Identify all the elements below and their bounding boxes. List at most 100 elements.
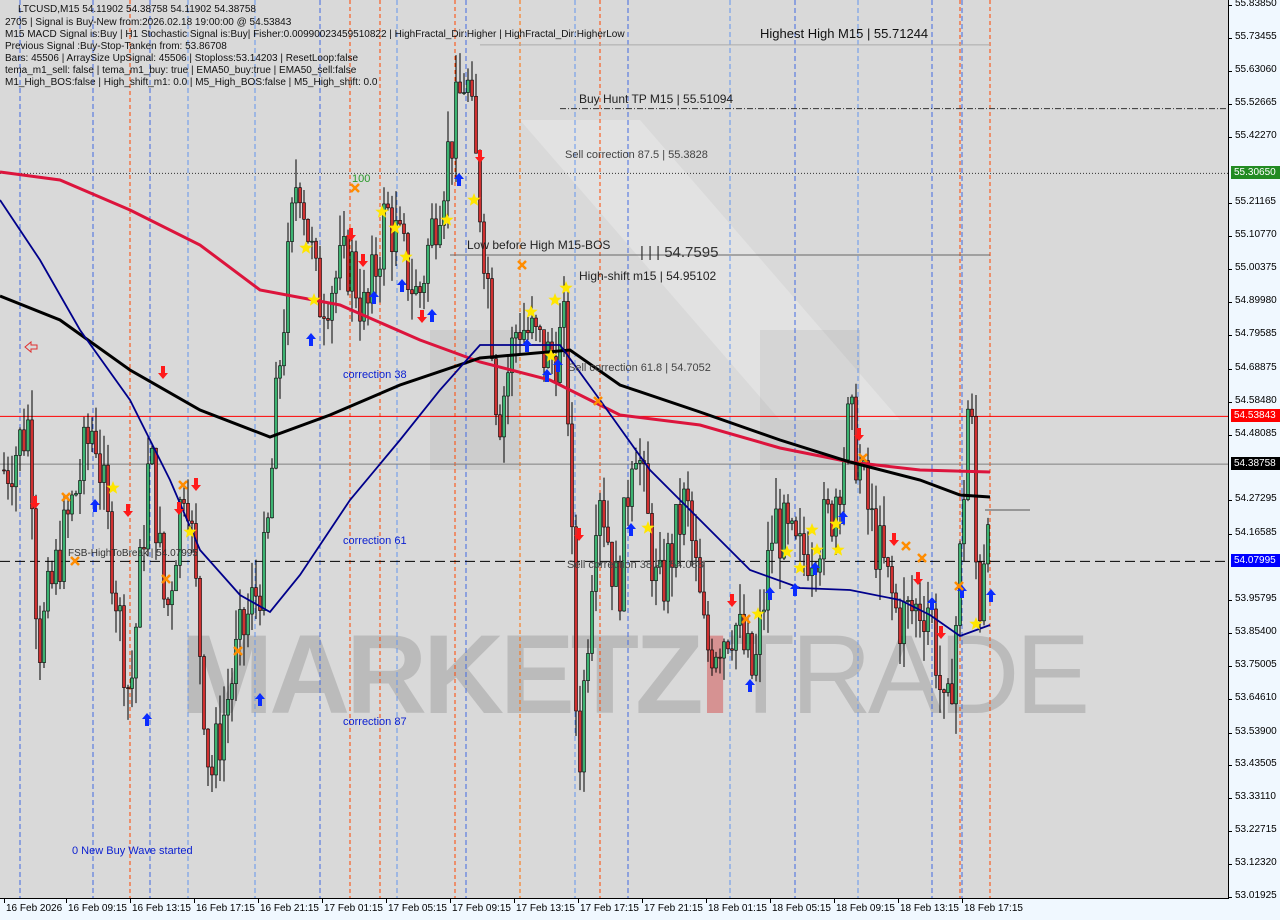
- buy-arrow-icon: [306, 333, 316, 346]
- level-label: | | | 54.7595: [640, 244, 719, 261]
- candle-body: [878, 525, 882, 570]
- price-tick: [1228, 534, 1232, 536]
- candle-body: [386, 203, 390, 209]
- candle-body: [838, 496, 842, 505]
- candle-body: [582, 680, 586, 773]
- candle-body: [298, 187, 302, 204]
- candle-body: [942, 689, 946, 693]
- candle-body: [710, 649, 714, 669]
- price-tick-label: 55.73455: [1235, 30, 1277, 42]
- candle-body: [842, 459, 846, 505]
- candle-body: [294, 187, 298, 204]
- signal-star-icon: [793, 561, 807, 574]
- candle-body: [206, 728, 210, 768]
- fractal-x-icon: [593, 396, 603, 406]
- signal-star-icon: [388, 221, 402, 234]
- price-tick-label: 55.83850: [1235, 0, 1277, 9]
- sell-arrow-icon: [191, 478, 201, 491]
- candle-body: [586, 653, 590, 682]
- candle-body: [398, 220, 402, 225]
- candle-body: [14, 455, 18, 488]
- watermark-logo: MARKETZITRADE: [180, 612, 1090, 737]
- candle-body: [858, 464, 862, 481]
- level-label: Sell correction 87.5 | 55.3828: [565, 149, 708, 161]
- candle-body: [746, 633, 750, 651]
- candle-body: [578, 710, 582, 773]
- info-line: Previous Signal :Buy-Stop-Tanken from: 5…: [5, 41, 227, 52]
- candle-body: [770, 542, 774, 551]
- level-label: Highest High M15 | 55.71244: [760, 26, 929, 41]
- left-arrow-icon: [24, 340, 38, 354]
- candle-body: [170, 590, 174, 606]
- sell-arrow-icon: [854, 428, 864, 441]
- watermark-band: [520, 120, 900, 420]
- price-tick: [1228, 401, 1232, 403]
- candle-body: [150, 447, 154, 465]
- candle-body: [282, 332, 286, 367]
- candle-body: [158, 532, 162, 544]
- level-label: Low before High M15-BOS: [467, 238, 611, 252]
- candle-body: [666, 543, 670, 602]
- candle-body: [478, 152, 482, 223]
- candle-body: [350, 251, 354, 292]
- candle-body: [902, 601, 906, 645]
- candle-body: [722, 641, 726, 659]
- annotation: correction 61: [343, 535, 407, 547]
- price-tick-label: 54.89980: [1235, 295, 1277, 306]
- price-tick-label: 53.22715: [1235, 824, 1277, 836]
- candle-body: [754, 654, 758, 676]
- price-tick: [1228, 632, 1232, 634]
- candle-body: [826, 499, 830, 505]
- candle-body: [30, 419, 34, 510]
- candle-body: [306, 218, 310, 243]
- candle-body: [114, 592, 118, 612]
- candle-body: [562, 301, 566, 328]
- price-tick-label: 53.12320: [1235, 857, 1277, 869]
- buy-arrow-icon: [90, 499, 100, 512]
- candle-body: [126, 687, 130, 689]
- candle-body: [798, 533, 802, 537]
- signal-star-icon: [810, 543, 824, 556]
- time-tick-label: 16 Feb 13:15: [132, 903, 191, 914]
- price-tick: [1228, 334, 1232, 336]
- price-tick: [1228, 897, 1232, 898]
- candle-body: [762, 609, 766, 613]
- candle-body: [418, 286, 422, 293]
- candle-body: [678, 504, 682, 535]
- candle-body: [334, 277, 338, 294]
- time-tick-label: 16 Feb 21:15: [260, 903, 319, 914]
- fractal-x-icon: [161, 574, 171, 584]
- level-label: Sell correction 61.8 | 54.7052: [568, 362, 711, 374]
- chart-plot-area[interactable]: MARKETZITRADE LTCUSD,M15 54.11902 54.387…: [0, 0, 1229, 899]
- candle-body: [98, 453, 102, 483]
- candle-body: [66, 509, 70, 515]
- level-label: Sell correction 38.2 | 54.088: [567, 559, 704, 571]
- buy-arrow-icon: [986, 589, 996, 602]
- candle-body: [538, 326, 542, 331]
- candle-body: [514, 332, 518, 339]
- candle-body: [86, 426, 90, 444]
- candle-body: [46, 570, 50, 612]
- fractal-x-icon: [350, 183, 360, 193]
- sell-arrow-icon: [30, 496, 40, 509]
- candle-body: [154, 447, 158, 544]
- candle-body: [430, 218, 434, 246]
- time-tick: [770, 898, 771, 903]
- annotation: correction 87: [343, 716, 407, 728]
- candle-body: [426, 244, 430, 284]
- candle-body: [354, 251, 358, 299]
- candle-body: [502, 395, 506, 438]
- candle-body: [590, 591, 594, 654]
- signal-star-icon: [307, 293, 321, 306]
- buy-arrow-icon: [142, 713, 152, 726]
- fractal-x-icon: [741, 614, 751, 624]
- price-tick-label: 54.27295: [1235, 493, 1277, 505]
- symbol-header: LTCUSD,M15 54.11902 54.38758 54.11902 54…: [18, 4, 256, 15]
- sell-arrow-icon: [574, 528, 584, 541]
- candle-body: [274, 377, 278, 469]
- candle-body: [190, 520, 194, 524]
- price-tag: 54.53843: [1231, 409, 1280, 423]
- price-tag: 54.38758: [1231, 457, 1280, 471]
- candle-body: [174, 565, 178, 592]
- price-tag: 55.30650: [1231, 166, 1280, 180]
